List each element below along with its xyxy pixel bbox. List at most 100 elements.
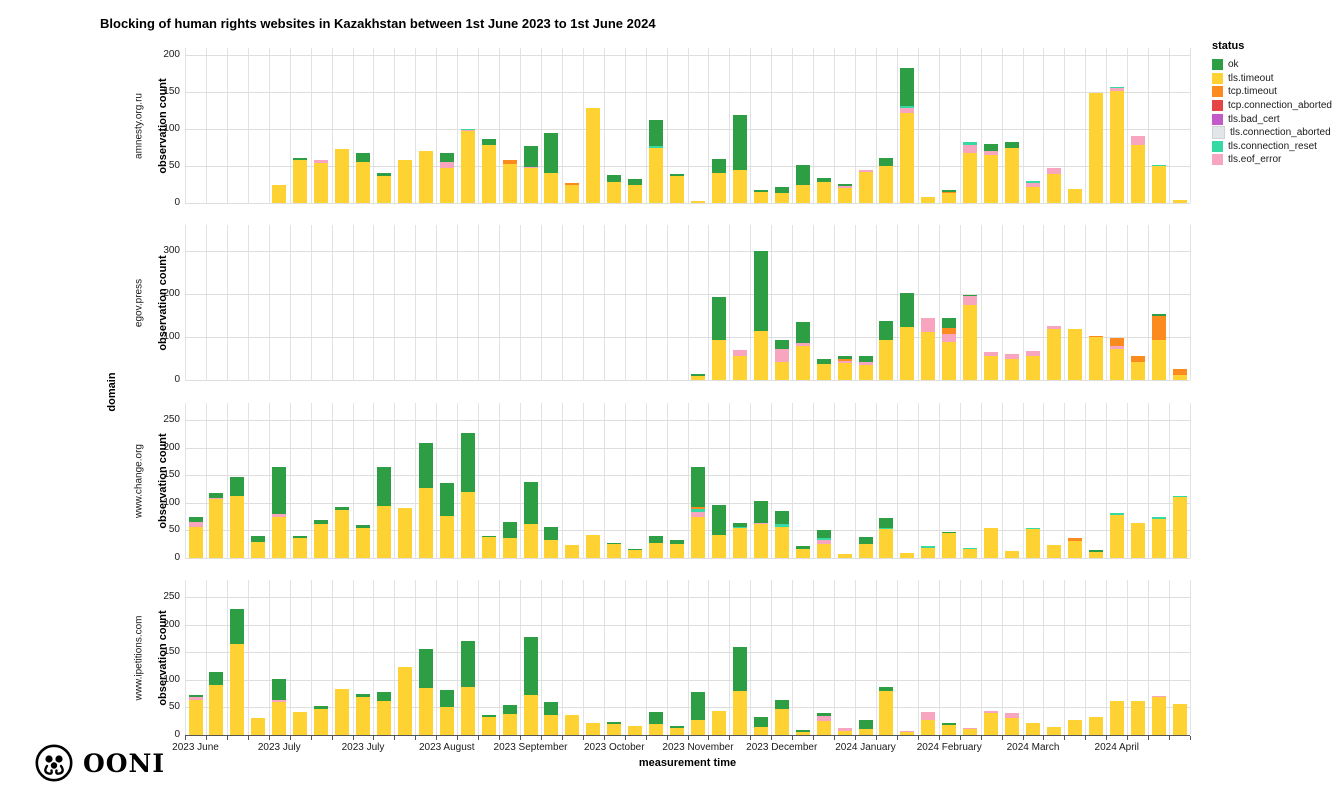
bar-segment-tcp.timeout[interactable] bbox=[1067, 538, 1082, 541]
bar-segment-ok[interactable] bbox=[774, 339, 789, 350]
bar-segment-tls.connection_reset[interactable] bbox=[900, 106, 915, 109]
bar-segment-tls.timeout[interactable] bbox=[1172, 703, 1187, 735]
bar-segment-ok[interactable] bbox=[251, 535, 266, 542]
bar-segment-tcp.timeout[interactable] bbox=[691, 507, 705, 509]
bar-segment-tls.eof_error[interactable] bbox=[1109, 346, 1124, 349]
bar-segment-tls.timeout[interactable] bbox=[879, 339, 894, 380]
bar-segment-tls.connection_reset[interactable] bbox=[963, 548, 978, 550]
bar-segment-tls.timeout[interactable] bbox=[565, 544, 580, 558]
bar-segment-tls.timeout[interactable] bbox=[921, 719, 936, 735]
bar-segment-tls.timeout[interactable] bbox=[586, 723, 601, 735]
bar-segment-tls.timeout[interactable] bbox=[1005, 551, 1020, 558]
bar-segment-tls.timeout[interactable] bbox=[544, 539, 559, 558]
bar-segment-ok[interactable] bbox=[230, 608, 245, 644]
bar-segment-ok[interactable] bbox=[649, 711, 664, 724]
bar-segment-tls.timeout[interactable] bbox=[628, 184, 643, 203]
bar-segment-ok[interactable] bbox=[376, 173, 391, 176]
bar-segment-ok[interactable] bbox=[460, 433, 475, 492]
bar-segment-tls.timeout[interactable] bbox=[774, 362, 789, 380]
bar-segment-ok[interactable] bbox=[837, 355, 852, 360]
bar-segment-ok[interactable] bbox=[858, 537, 873, 545]
bar-segment-ok[interactable] bbox=[942, 190, 957, 192]
bar-segment-tls.eof_error[interactable] bbox=[816, 540, 831, 545]
bar-segment-tls.eof_error[interactable] bbox=[209, 497, 224, 499]
bar-segment-tls.timeout[interactable] bbox=[607, 723, 622, 735]
bar-segment-tls.timeout[interactable] bbox=[900, 553, 915, 558]
bar-segment-tls.timeout[interactable] bbox=[460, 686, 475, 735]
bar-segment-tls.timeout[interactable] bbox=[335, 688, 350, 735]
bar-segment-tls.connection_reset[interactable] bbox=[1151, 164, 1166, 166]
bar-segment-tls.timeout[interactable] bbox=[397, 667, 412, 735]
bar-segment-tls.eof_error[interactable] bbox=[837, 728, 852, 731]
bar-segment-tls.timeout[interactable] bbox=[1005, 147, 1020, 203]
bar-segment-ok[interactable] bbox=[439, 483, 454, 516]
bar-segment-ok[interactable] bbox=[523, 146, 538, 167]
bar-segment-tls.timeout[interactable] bbox=[774, 709, 789, 735]
bar-segment-tls.timeout[interactable] bbox=[565, 184, 580, 203]
bar-segment-tls.timeout[interactable] bbox=[984, 355, 999, 380]
bar-segment-tls.timeout[interactable] bbox=[921, 332, 936, 380]
bar-segment-ok[interactable] bbox=[942, 318, 957, 329]
bar-segment-tls.timeout[interactable] bbox=[963, 549, 978, 558]
bar-segment-ok[interactable] bbox=[209, 493, 224, 498]
bar-segment-tls.timeout[interactable] bbox=[649, 542, 664, 558]
bar-segment-tls.timeout[interactable] bbox=[1172, 200, 1187, 203]
bar-segment-tls.timeout[interactable] bbox=[376, 700, 391, 735]
bar-segment-tls.connection_reset[interactable] bbox=[460, 128, 475, 130]
bar-segment-tls.eof_error[interactable] bbox=[753, 522, 768, 524]
bar-segment-tls.timeout[interactable] bbox=[858, 729, 873, 735]
bar-segment-tls.eof_error[interactable] bbox=[1026, 183, 1040, 187]
bar-segment-ok[interactable] bbox=[209, 672, 224, 686]
bar-segment-tls.timeout[interactable] bbox=[272, 701, 287, 735]
bar-segment-tls.connection_reset[interactable] bbox=[691, 508, 705, 512]
bar-segment-tls.timeout[interactable] bbox=[230, 496, 245, 558]
bar-segment-tls.timeout[interactable] bbox=[418, 487, 433, 558]
bar-segment-ok[interactable] bbox=[837, 183, 852, 186]
bar-segment-tls.timeout[interactable] bbox=[732, 527, 747, 558]
bar-segment-tls.eof_error[interactable] bbox=[921, 318, 936, 333]
bar-segment-tls.timeout[interactable] bbox=[1151, 518, 1166, 558]
bar-segment-tls.timeout[interactable] bbox=[1067, 719, 1082, 735]
bar-segment-tls.timeout[interactable] bbox=[1130, 700, 1145, 735]
bar-segment-tls.timeout[interactable] bbox=[1109, 700, 1124, 735]
bar-segment-ok[interactable] bbox=[816, 530, 831, 539]
bar-segment-tcp.timeout[interactable] bbox=[942, 191, 957, 194]
bar-segment-tls.timeout[interactable] bbox=[523, 694, 538, 735]
bar-segment-tls.eof_error[interactable] bbox=[900, 730, 915, 733]
bar-segment-tls.timeout[interactable] bbox=[1067, 188, 1082, 203]
bar-segment-ok[interactable] bbox=[670, 174, 685, 176]
bar-segment-tls.timeout[interactable] bbox=[251, 718, 266, 735]
bar-segment-tls.eof_error[interactable] bbox=[1046, 168, 1061, 175]
bar-segment-ok[interactable] bbox=[418, 648, 433, 688]
bar-segment-ok[interactable] bbox=[376, 466, 391, 507]
bar-segment-ok[interactable] bbox=[502, 521, 517, 538]
bar-segment-tls.timeout[interactable] bbox=[1109, 91, 1124, 203]
bar-segment-tls.timeout[interactable] bbox=[711, 339, 726, 380]
bar-segment-ok[interactable] bbox=[628, 178, 643, 185]
bar-segment-tls.timeout[interactable] bbox=[670, 728, 685, 735]
bar-segment-tls.timeout[interactable] bbox=[544, 173, 559, 203]
bar-segment-tls.timeout[interactable] bbox=[795, 184, 810, 203]
bar-segment-tls.timeout[interactable] bbox=[376, 175, 391, 203]
bar-segment-tls.eof_error[interactable] bbox=[984, 711, 999, 713]
bar-segment-tls.timeout[interactable] bbox=[711, 710, 726, 735]
bar-segment-ok[interactable] bbox=[439, 152, 454, 163]
bar-segment-tls.eof_error[interactable] bbox=[314, 160, 329, 164]
bar-segment-tls.timeout[interactable] bbox=[502, 163, 517, 203]
bar-segment-ok[interactable] bbox=[376, 691, 391, 701]
bar-segment-tls.timeout[interactable] bbox=[816, 721, 831, 735]
bar-segment-tls.timeout[interactable] bbox=[1046, 174, 1061, 203]
bar-segment-tls.timeout[interactable] bbox=[502, 537, 517, 558]
bar-segment-ok[interactable] bbox=[753, 251, 768, 331]
bar-segment-tls.eof_error[interactable] bbox=[942, 334, 957, 343]
bar-segment-tls.timeout[interactable] bbox=[314, 523, 329, 558]
bar-segment-tls.timeout[interactable] bbox=[774, 526, 789, 558]
bar-segment-tls.eof_error[interactable] bbox=[963, 145, 978, 153]
bar-segment-ok[interactable] bbox=[753, 716, 768, 727]
bar-segment-tls.timeout[interactable] bbox=[900, 732, 915, 735]
bar-segment-tcp.timeout[interactable] bbox=[565, 183, 580, 185]
bar-segment-tls.timeout[interactable] bbox=[523, 523, 538, 558]
bar-segment-ok[interactable] bbox=[691, 374, 705, 377]
bar-segment-tcp.timeout[interactable] bbox=[1088, 335, 1103, 338]
bar-segment-tls.timeout[interactable] bbox=[335, 148, 350, 203]
